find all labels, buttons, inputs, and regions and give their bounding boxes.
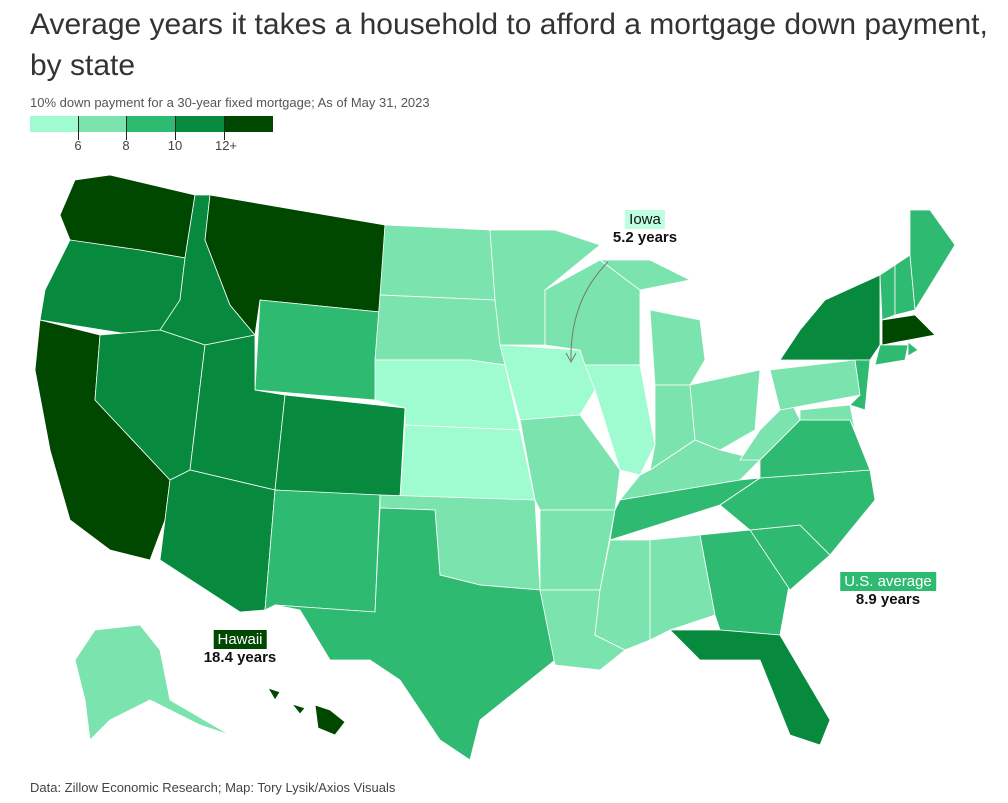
legend-tick-label: 12+: [214, 138, 238, 153]
state-nd: [379, 224, 496, 301]
state-mo: [519, 414, 621, 511]
state-ri: [907, 341, 919, 357]
legend-swatch-0: [30, 116, 79, 132]
us-average-annotation: U.S. average 8.9 years: [840, 572, 936, 608]
state-md: [799, 404, 856, 431]
state-me: [909, 209, 956, 312]
state-oh: [689, 369, 761, 451]
color-legend: [30, 116, 273, 132]
annotation-value: 18.4 years: [203, 649, 277, 666]
state-nj: [849, 359, 871, 411]
state-hi: [314, 704, 346, 736]
legend-tick: [175, 116, 176, 140]
legend-swatch-1: [78, 116, 127, 132]
hawaii-annotation: Hawaii 18.4 years: [203, 630, 277, 666]
legend-swatch-4: [224, 116, 273, 132]
legend-tick: [126, 116, 127, 140]
state-nm: [264, 489, 381, 613]
state-ny: [779, 274, 881, 361]
state-ma: [881, 314, 936, 346]
state-ct: [874, 344, 909, 366]
state-ks: [399, 424, 536, 501]
annotation-label: Iowa: [625, 210, 665, 229]
state-hi: [267, 687, 281, 701]
state-co: [274, 394, 406, 499]
state-al: [649, 534, 716, 641]
legend-tick-label: 8: [122, 138, 130, 153]
chart-title: Average years it takes a household to af…: [30, 8, 988, 82]
state-mi_up: [598, 259, 692, 291]
annotation-label: U.S. average: [840, 572, 936, 591]
iowa-annotation: Iowa 5.2 years: [613, 210, 677, 246]
state-ak: [74, 624, 231, 741]
source-footer: Data: Zillow Economic Research; Map: Tor…: [30, 780, 396, 795]
legend-tick-label: 6: [74, 138, 82, 153]
state-wy: [254, 299, 381, 401]
state-mi: [649, 309, 706, 386]
legend-swatch-3: [175, 116, 224, 132]
state-fl: [669, 629, 831, 746]
state-az: [159, 469, 276, 613]
arrow-head-icon: [565, 352, 577, 364]
legend-tick-label: 10: [167, 138, 183, 153]
annotation-label: Hawaii: [213, 630, 267, 649]
state-tx: [274, 507, 556, 761]
state-sd: [374, 294, 506, 366]
state-pa: [769, 359, 861, 411]
state-hi: [290, 703, 306, 715]
legend-tick: [78, 116, 79, 140]
legend-tick: [224, 116, 225, 140]
chart-subtitle: 10% down payment for a 30-year fixed mor…: [30, 95, 430, 110]
legend-swatch-2: [127, 116, 176, 132]
annotation-value: 5.2 years: [612, 229, 678, 246]
state-vt: [879, 264, 896, 321]
iowa-arrow: [570, 261, 609, 361]
annotation-value: 8.9 years: [855, 591, 921, 608]
